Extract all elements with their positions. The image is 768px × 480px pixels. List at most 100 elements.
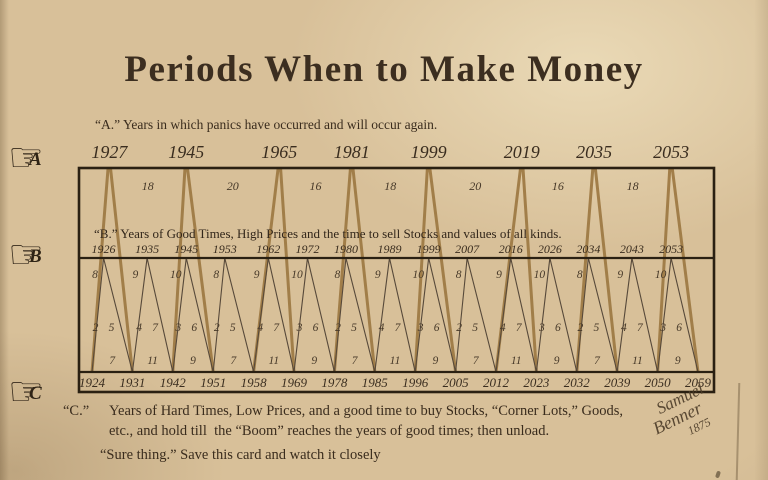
c-interval-label: 11	[390, 355, 401, 367]
b-pair-label: 5	[472, 322, 478, 334]
a-year-label: 1945	[168, 142, 204, 162]
c-year-label: 2059	[685, 375, 712, 390]
b-pair-label: 7	[395, 322, 402, 334]
b-interval-label: 10	[412, 269, 424, 281]
row-pointer-b: ☞ B	[8, 235, 72, 279]
b-pair-label: 5	[109, 322, 115, 334]
b-year-label: 1962	[256, 242, 280, 256]
c-interval-label: 9	[433, 355, 439, 367]
b-pair-label: 7	[637, 322, 644, 334]
b-interval-label: 9	[375, 269, 381, 281]
b-pair-label: 3	[296, 322, 303, 334]
b-year-label: 1980	[334, 242, 358, 256]
b-interval-label: 9	[617, 269, 623, 281]
b-pair-label: 4	[621, 322, 627, 334]
a-cycle-line	[656, 168, 700, 373]
b-interval-label: 10	[170, 269, 182, 281]
b-interval-label: 8	[92, 269, 98, 281]
b-year-label: 2053	[659, 242, 683, 256]
row-label-b: B	[29, 246, 42, 267]
c-year-label: 1958	[241, 375, 268, 390]
b-year-label: 2034	[576, 242, 600, 256]
a-year-label: 2035	[576, 142, 612, 162]
c-interval-label: 7	[473, 355, 480, 367]
page-title: Periods When to Make Money	[124, 49, 644, 90]
c-year-label: 1931	[119, 375, 145, 390]
c-year-label: 2032	[564, 375, 591, 390]
a-year-label: 1981	[334, 142, 370, 162]
c-year-label: 2005	[443, 375, 470, 390]
b-year-label: 2043	[620, 242, 644, 256]
b-pair-label: 3	[174, 322, 181, 334]
c-interval-label: 9	[554, 355, 560, 367]
b-pair-label: 2	[93, 322, 99, 334]
b-pair-label: 5	[351, 322, 357, 334]
row-pointer-c: ☞ C	[8, 372, 72, 416]
section-c-description: “C.” Years of Hard Times, Low Prices, an…	[63, 401, 623, 441]
a-cycle-line	[413, 168, 458, 373]
b-interval-label: 9	[254, 269, 260, 281]
b-year-label: 2016	[499, 242, 523, 256]
a-interval-label: 20	[227, 179, 239, 193]
c-interval-label: 11	[147, 355, 158, 367]
b-interval-label: 9	[496, 269, 502, 281]
a-cycle-line	[171, 168, 215, 373]
c-year-label: 2039	[604, 375, 631, 390]
b-pair-label: 6	[191, 322, 197, 334]
b-pair-label: 6	[434, 322, 440, 334]
section-b-description: “B.” Years of Good Times, High Prices an…	[94, 226, 562, 241]
b-pair-label: 7	[152, 322, 159, 334]
c-interval-label: 11	[268, 355, 279, 367]
b-interval-label: 8	[213, 269, 219, 281]
b-year-label: 1999	[417, 242, 441, 256]
a-interval-label: 18	[627, 179, 639, 193]
row-label-a: A	[29, 149, 42, 170]
b-interval-label: 9	[133, 269, 139, 281]
a-cycle-line	[494, 168, 538, 373]
a-interval-label: 16	[552, 179, 564, 193]
a-year-label: 1999	[411, 142, 447, 162]
c-interval-label: 7	[109, 355, 116, 367]
b-pair-label: 5	[230, 322, 236, 334]
a-interval-label: 18	[384, 179, 396, 193]
pointing-hand-icon: ☞	[8, 135, 44, 181]
b-interval-label: 10	[534, 269, 546, 281]
b-interval-label: 10	[655, 269, 667, 281]
a-year-label: 2019	[504, 142, 540, 162]
b-interval-label: 8	[335, 269, 341, 281]
b-year-label: 1945	[174, 242, 198, 256]
c-year-label: 1951	[200, 375, 226, 390]
b-pair-label: 2	[335, 322, 341, 334]
b-pair-label: 3	[659, 322, 666, 334]
b-interval-label: 10	[291, 269, 303, 281]
b-pair-label: 4	[136, 322, 142, 334]
c-interval-label: 7	[594, 355, 601, 367]
c-year-label: 1924	[79, 375, 106, 390]
row-pointer-a: ☞ A	[8, 138, 72, 182]
footer-note: “Sure thing.” Save this card and watch i…	[100, 447, 381, 463]
c-year-label: 2050	[645, 375, 672, 390]
c-year-label: 1985	[362, 375, 389, 390]
b-pair-label: 2	[214, 322, 220, 334]
pointing-hand-icon: ☞	[8, 232, 44, 278]
a-cycle-line	[90, 168, 134, 373]
b-year-label: 1926	[92, 242, 116, 256]
section-c-line1: Years of Hard Times, Low Prices, and a g…	[109, 403, 624, 419]
b-year-label: 2026	[538, 242, 562, 256]
c-interval-label: 9	[311, 355, 317, 367]
b-pair-label: 2	[456, 322, 462, 334]
b-year-label: 1935	[135, 242, 159, 256]
a-year-label: 1927	[91, 142, 128, 162]
b-interval-label: 8	[577, 269, 583, 281]
c-year-label: 1942	[160, 375, 187, 390]
b-pair-label: 7	[273, 322, 280, 334]
c-interval-label: 9	[675, 355, 681, 367]
b-pair-label: 7	[516, 322, 523, 334]
section-c-line2: etc., and hold till the “Boom” reaches t…	[109, 423, 550, 439]
pointing-hand-icon: ☞	[8, 369, 44, 415]
section-a-description: “A.” Years in which panics have occurred…	[95, 117, 438, 132]
b-year-label: 1972	[295, 242, 319, 256]
c-year-label: 1969	[281, 375, 308, 390]
